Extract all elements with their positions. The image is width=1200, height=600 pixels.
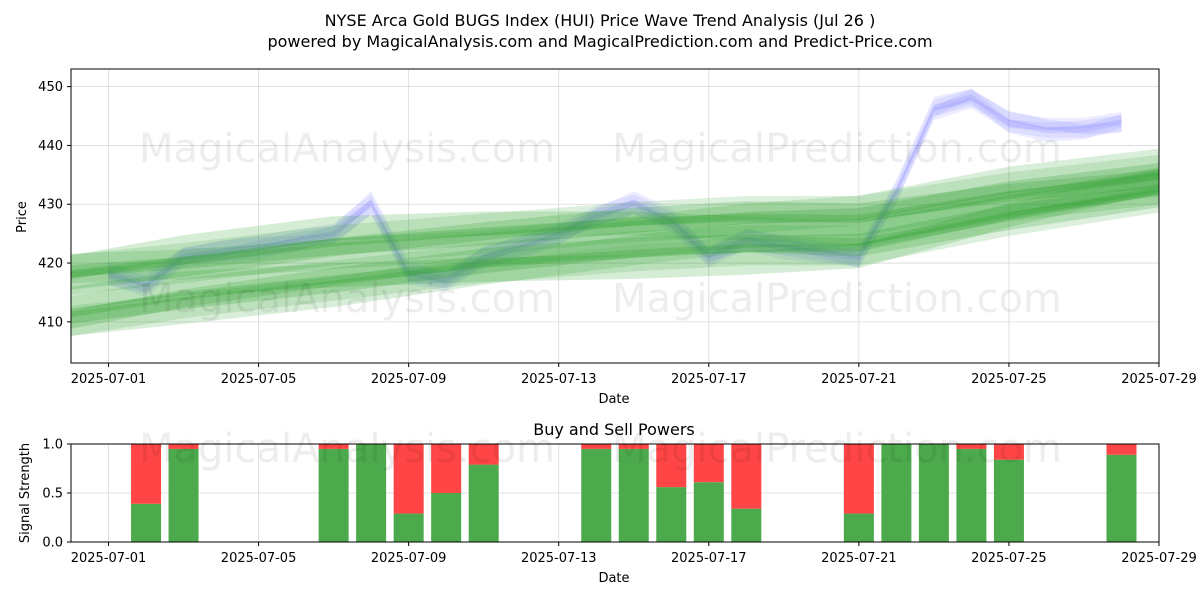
- signal-y-ticks: 0.0 0.5 1.0: [42, 438, 71, 551]
- watermark-top-right-1: MagicalPrediction.com: [612, 126, 1062, 172]
- watermark-top-right-2: MagicalPrediction.com: [612, 276, 1062, 322]
- sell-power-bar: [956, 444, 987, 449]
- chart-title-line2: powered by MagicalAnalysis.com and Magic…: [267, 32, 932, 51]
- buy-power-bar: [843, 513, 874, 542]
- buy-power-bar: [881, 444, 912, 542]
- price-x-tick-label: 2025-07-21: [821, 372, 897, 387]
- sell-power-bar: [131, 444, 162, 504]
- green-wave-band: [71, 172, 1159, 278]
- price-x-tick-label: 2025-07-05: [221, 372, 297, 387]
- signal-y-axis-label: Signal Strength: [18, 443, 33, 543]
- signal-x-ticks: 2025-07-01 2025-07-05 2025-07-09 2025-07-13…: [71, 542, 1197, 566]
- price-x-tick-label: 2025-07-09: [371, 372, 447, 387]
- blue-wave-band: [108, 88, 1122, 297]
- buy-power-bar: [731, 508, 762, 542]
- signal-chart-title: Buy and Sell Powers: [533, 420, 695, 439]
- price-x-tick-label: 2025-07-25: [971, 372, 1047, 387]
- sell-power-bar: [318, 444, 349, 449]
- signal-x-tick-label: 2025-07-09: [371, 551, 447, 566]
- buy-power-bar: [618, 448, 649, 542]
- buy-power-bar: [1106, 454, 1137, 542]
- sell-power-bar: [468, 444, 499, 465]
- sell-power-bar: [618, 444, 649, 449]
- buy-power-bar: [918, 444, 949, 542]
- buy-power-bar: [693, 482, 724, 542]
- sell-power-bar: [731, 444, 762, 509]
- signal-x-tick-label: 2025-07-13: [521, 551, 597, 566]
- buy-power-bar: [993, 459, 1024, 542]
- blue-wave-band: [108, 94, 1122, 288]
- signal-chart: Buy and Sell Powers MagicalAnalysis.com …: [18, 420, 1197, 586]
- green-wave-band: [71, 167, 1159, 280]
- signal-x-tick-label: 2025-07-29: [1121, 551, 1197, 566]
- buy-power-bar: [393, 513, 424, 542]
- signal-x-tick-label: 2025-07-01: [71, 551, 147, 566]
- sell-power-bar: [431, 444, 462, 493]
- price-y-axis-label: Price: [15, 201, 30, 233]
- sell-power-bar: [993, 444, 1024, 460]
- chart-title-line1: NYSE Arca Gold BUGS Index (HUI) Price Wa…: [325, 11, 876, 30]
- price-wave-bands: [71, 88, 1159, 336]
- signal-watermarks: MagicalAnalysis.com MagicalPrediction.co…: [139, 426, 1062, 472]
- buy-power-bar: [131, 503, 162, 542]
- signal-x-axis-label: Date: [598, 571, 629, 586]
- buy-power-bar: [356, 444, 387, 542]
- price-x-axis-label: Date: [598, 392, 629, 407]
- blue-wave-band: [108, 89, 1122, 287]
- price-x-tick-label: 2025-07-29: [1121, 372, 1197, 387]
- signal-x-tick-label: 2025-07-25: [971, 551, 1047, 566]
- price-x-tick-label: 2025-07-13: [521, 372, 597, 387]
- sell-power-bar: [843, 444, 874, 514]
- price-y-tick-label: 450: [38, 80, 63, 95]
- buy-power-bar: [581, 448, 612, 542]
- buy-power-bar: [318, 448, 349, 542]
- green-wave-band: [71, 163, 1159, 277]
- price-y-tick-label: 410: [38, 315, 63, 330]
- signal-bars: [131, 444, 1137, 542]
- signal-y-tick-label: 1.0: [42, 438, 63, 453]
- signal-x-tick-label: 2025-07-21: [821, 551, 897, 566]
- price-y-tick-label: 420: [38, 257, 63, 272]
- sell-power-bar: [693, 444, 724, 483]
- green-wave-band: [71, 154, 1159, 295]
- sell-power-bar: [1106, 444, 1137, 455]
- watermark-bottom-right: MagicalPrediction.com: [612, 426, 1062, 472]
- blue-wave-band: [108, 89, 1122, 293]
- price-x-ticks: 2025-07-01 2025-07-05 2025-07-09 2025-07-13…: [71, 363, 1197, 387]
- sell-power-bar: [393, 444, 424, 514]
- buy-power-bar: [956, 448, 987, 542]
- price-y-ticks: 410 420 430 440 450: [38, 80, 71, 330]
- buy-power-bar: [168, 448, 199, 542]
- price-plot-frame: [70, 68, 1160, 364]
- price-y-tick-label: 440: [38, 139, 63, 154]
- green-wave-band: [71, 148, 1159, 284]
- watermark-top-left-1: MagicalAnalysis.com: [139, 126, 555, 172]
- watermark-top-left-2: MagicalAnalysis.com: [139, 276, 555, 322]
- price-x-tick-label: 2025-07-17: [671, 372, 747, 387]
- sell-power-bar: [656, 444, 687, 488]
- watermark-bottom-left: MagicalAnalysis.com: [139, 426, 555, 472]
- signal-y-tick-label: 0.0: [42, 536, 63, 551]
- green-wave-band: [71, 169, 1159, 290]
- buy-power-bar: [431, 493, 462, 542]
- buy-power-bar: [468, 464, 499, 542]
- signal-x-tick-label: 2025-07-17: [671, 551, 747, 566]
- price-x-tick-label: 2025-07-01: [71, 372, 147, 387]
- price-chart: MagicalAnalysis.com MagicalPrediction.co…: [15, 68, 1197, 407]
- sell-power-bar: [168, 444, 199, 449]
- green-wave-band: [71, 174, 1159, 336]
- green-wave-band: [71, 186, 1159, 318]
- green-wave-band: [71, 168, 1159, 311]
- green-wave-band: [71, 184, 1159, 324]
- sell-power-bar: [581, 444, 612, 449]
- signal-x-tick-label: 2025-07-05: [221, 551, 297, 566]
- signal-y-tick-label: 0.5: [42, 487, 63, 502]
- price-watermarks: MagicalAnalysis.com MagicalPrediction.co…: [139, 126, 1062, 322]
- buy-power-bar: [656, 487, 687, 542]
- price-y-tick-label: 430: [38, 198, 63, 213]
- green-wave-band: [71, 172, 1159, 336]
